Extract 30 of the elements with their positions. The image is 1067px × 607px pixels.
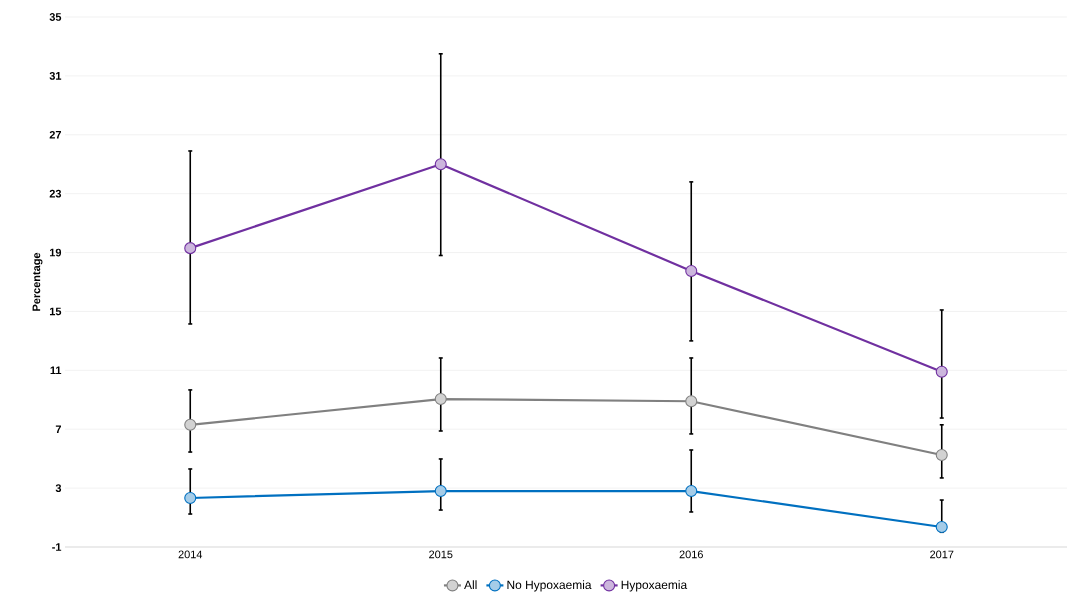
legend-label: Hypoxaemia bbox=[621, 580, 688, 592]
point bbox=[935, 520, 948, 534]
point bbox=[184, 418, 197, 431]
point bbox=[935, 448, 948, 462]
point bbox=[685, 264, 698, 277]
y-tick-label: 27 bbox=[49, 130, 61, 139]
point bbox=[184, 491, 197, 504]
y-tick-label: 35 bbox=[49, 13, 62, 21]
y-tick-label: 19 bbox=[49, 248, 62, 257]
x-tick-label: 2017 bbox=[930, 550, 954, 559]
legend-label: All bbox=[464, 580, 477, 589]
x-tick-label: 2016 bbox=[679, 550, 703, 559]
y-tick-label: 31 bbox=[49, 72, 62, 80]
y-tick-label: 11 bbox=[50, 366, 62, 375]
point bbox=[434, 485, 447, 498]
y-tick-label: -1 bbox=[52, 543, 62, 551]
point bbox=[184, 242, 197, 255]
y-tick-label: 15 bbox=[49, 307, 62, 316]
x-tick-label: 2014 bbox=[178, 550, 203, 559]
point bbox=[685, 485, 698, 498]
x-tick-label: 2015 bbox=[429, 550, 453, 559]
y-axis-title: Percentage bbox=[32, 252, 43, 311]
point bbox=[434, 393, 447, 406]
point bbox=[685, 395, 698, 408]
point bbox=[935, 365, 948, 378]
y-tick-label: 3 bbox=[55, 484, 62, 492]
point bbox=[434, 158, 447, 171]
y-tick-label: 23 bbox=[49, 189, 62, 198]
legend-label: No Hypoxaemia bbox=[507, 580, 592, 592]
y-tick-label: 7 bbox=[55, 425, 61, 433]
